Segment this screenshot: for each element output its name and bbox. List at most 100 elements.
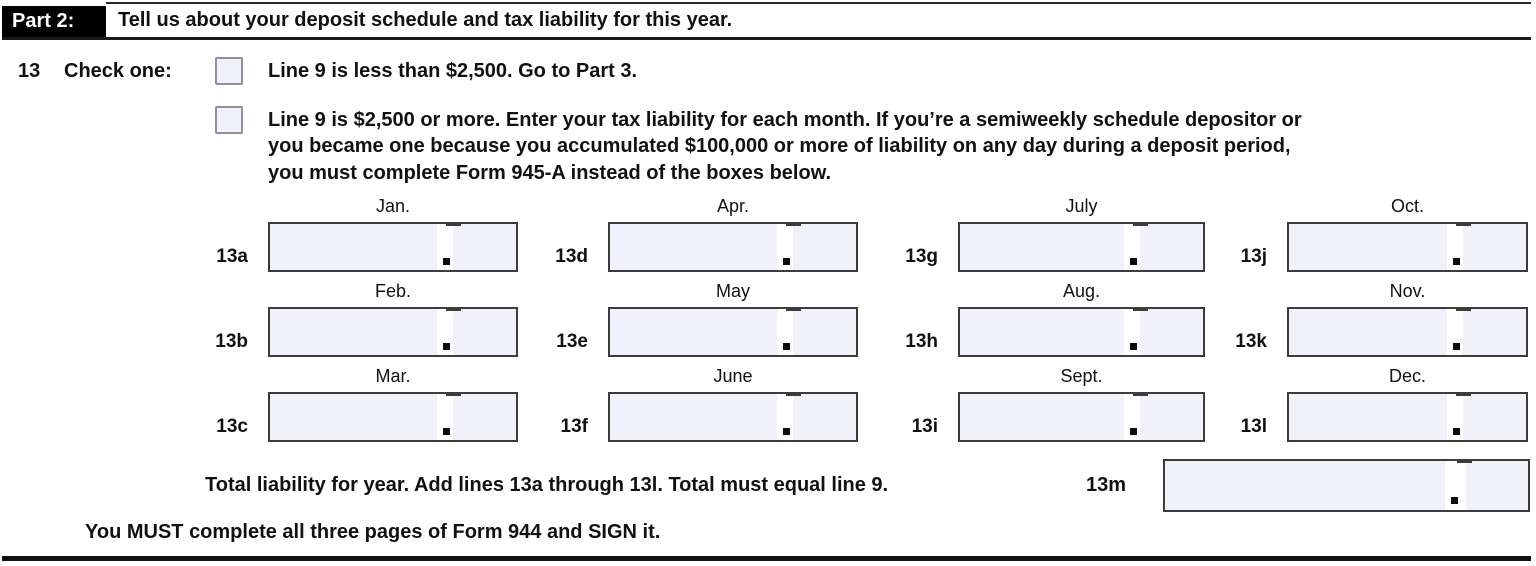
line-id-13l: 13l (1240, 416, 1267, 437)
option2-text: Line 9 is $2,500 or more. Enter your tax… (268, 107, 1302, 186)
cents-tick-mark (1133, 222, 1148, 226)
option1-text: Line 9 is less than $2,500. Go to Part 3… (268, 60, 638, 82)
checkbox-line9-2500-or-more[interactable] (215, 106, 243, 134)
cents-tick-mark (446, 392, 461, 396)
line-id-13e: 13e (556, 331, 588, 352)
decimal-point (443, 258, 450, 265)
amount-field-13f[interactable] (608, 392, 858, 442)
checkbox-line9-less-than-2500[interactable] (215, 57, 243, 85)
month-label-july: July (1065, 196, 1098, 216)
cents-tick-mark (1133, 392, 1148, 396)
cents-tick-mark (1456, 222, 1471, 226)
header-top-rule (106, 2, 1531, 4)
cents-tick-mark (786, 392, 801, 396)
line-id-13f: 13f (560, 416, 588, 437)
cents-tick-mark (1133, 307, 1148, 311)
section-title: Tell us about your deposit schedule and … (118, 9, 733, 31)
decimal-point (1453, 343, 1460, 350)
header-bottom-rule (2, 37, 1531, 40)
month-label-nov: Nov. (1389, 281, 1426, 301)
cents-tick-mark (1456, 307, 1471, 311)
total-liability-label: Total liability for year. Add lines 13a … (205, 474, 889, 496)
footer-note: You MUST complete all three pages of For… (85, 521, 661, 543)
amount-input-13d[interactable] (614, 228, 772, 266)
part-2-label: Part 2: (2, 6, 106, 37)
month-cell-13b: Feb. 13b (200, 281, 518, 357)
decimal-point (443, 343, 450, 350)
month-label-june: June (713, 366, 753, 386)
amount-input-13a[interactable] (274, 228, 432, 266)
month-label-dec: Dec. (1388, 366, 1426, 386)
amount-input-13g[interactable] (964, 228, 1119, 266)
month-cell-13i: Sept. 13i (890, 366, 1205, 442)
amount-input-13e[interactable] (614, 313, 772, 351)
month-label-sept: Sept. (1060, 366, 1103, 386)
amount-input-13h[interactable] (964, 313, 1119, 351)
cents-tick-mark (786, 222, 801, 226)
amount-field-13j[interactable] (1287, 222, 1528, 272)
cents-tick-mark (446, 307, 461, 311)
option2-line2: you became one because you accumulated $… (268, 135, 1291, 158)
amount-field-13b[interactable] (268, 307, 518, 357)
amount-input-13i[interactable] (964, 398, 1119, 436)
amount-input-13c[interactable] (274, 398, 432, 436)
amount-field-13m[interactable] (1163, 459, 1530, 512)
month-label-feb: Feb. (374, 281, 412, 301)
month-cell-13a: Jan. 13a (200, 196, 518, 272)
option2-line3: you must complete Form 945-A instead of … (268, 161, 832, 184)
month-label-may: May (715, 281, 750, 301)
line-13-number: 13 (18, 60, 41, 82)
month-cell-13l: Dec. 13l (1219, 366, 1528, 442)
line-id-13g: 13g (905, 246, 938, 267)
month-cell-13d: Apr. 13d (540, 196, 858, 272)
month-cell-13c: Mar. 13c (200, 366, 518, 442)
line-id-13h: 13h (905, 331, 938, 352)
decimal-point (1130, 343, 1137, 350)
line-id-13i: 13i (911, 416, 938, 437)
cents-tick-mark (446, 222, 461, 226)
amount-input-13f[interactable] (614, 398, 772, 436)
amount-field-13l[interactable] (1287, 392, 1528, 442)
month-label-jan: Jan. (375, 196, 411, 216)
month-cell-13e: May 13e (540, 281, 858, 357)
line-id-13j: 13j (1240, 246, 1267, 267)
amount-input-13k[interactable] (1293, 313, 1442, 351)
month-cell-13g: July 13g (890, 196, 1205, 272)
cents-tick-mark (1456, 392, 1471, 396)
line-id-13b: 13b (215, 331, 248, 352)
bottom-rule (2, 556, 1531, 561)
check-one-label: Check one: (64, 60, 172, 82)
amount-field-13c[interactable] (268, 392, 518, 442)
month-label-mar: Mar. (375, 366, 411, 386)
amount-field-13h[interactable] (958, 307, 1205, 357)
amount-input-13m[interactable] (1169, 465, 1441, 506)
line-id-13a: 13a (216, 246, 248, 267)
month-label-apr: Apr. (716, 196, 750, 216)
cents-tick-mark (786, 307, 801, 311)
amount-field-13k[interactable] (1287, 307, 1528, 357)
month-label-aug: Aug. (1062, 281, 1101, 301)
month-cell-13k: Nov. 13k (1219, 281, 1528, 357)
amount-field-13e[interactable] (608, 307, 858, 357)
decimal-point (1453, 428, 1460, 435)
month-label-oct: Oct. (1390, 196, 1424, 216)
amount-input-13j[interactable] (1293, 228, 1442, 266)
amount-input-13b[interactable] (274, 313, 432, 351)
decimal-point (1130, 258, 1137, 265)
decimal-point (1451, 497, 1458, 504)
month-cell-13h: Aug. 13h (890, 281, 1205, 357)
month-cell-13j: Oct. 13j (1219, 196, 1528, 272)
amount-field-13g[interactable] (958, 222, 1205, 272)
decimal-point (1453, 258, 1460, 265)
decimal-point (783, 428, 790, 435)
decimal-point (783, 343, 790, 350)
decimal-point (783, 258, 790, 265)
month-cell-13f: June 13f (540, 366, 858, 442)
amount-input-13l[interactable] (1293, 398, 1442, 436)
line-id-13c: 13c (216, 416, 248, 437)
amount-field-13i[interactable] (958, 392, 1205, 442)
amount-field-13a[interactable] (268, 222, 518, 272)
amount-field-13d[interactable] (608, 222, 858, 272)
decimal-point (443, 428, 450, 435)
